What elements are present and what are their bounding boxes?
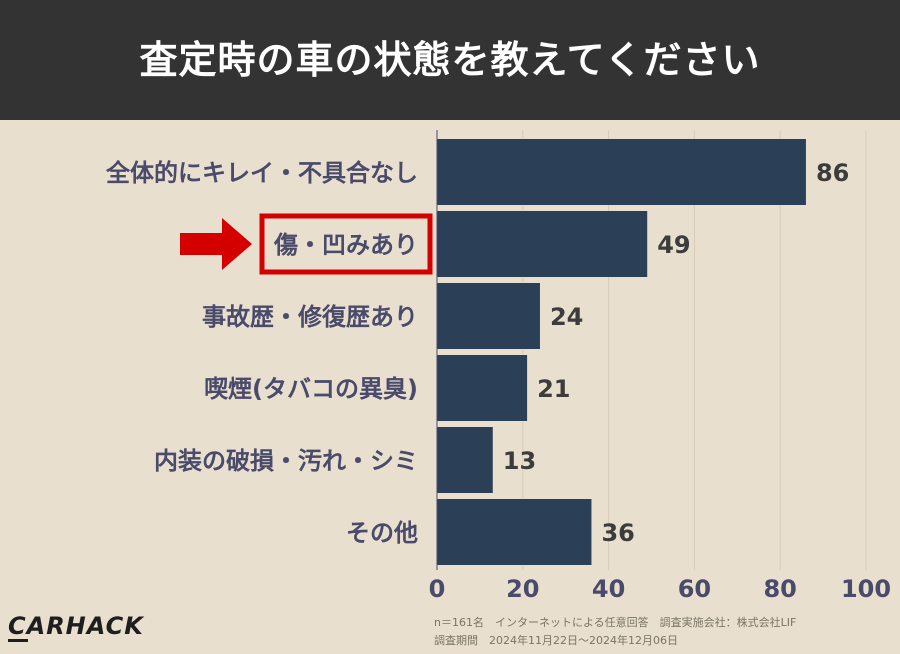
- data-label: 24: [550, 303, 583, 331]
- bar: [437, 139, 806, 205]
- category-label: 傷・凹みあり: [273, 231, 418, 259]
- category-label: 内装の破損・汚れ・シミ: [154, 447, 418, 475]
- data-label: 13: [503, 447, 536, 475]
- category-label: 事故歴・修復歴あり: [202, 303, 418, 331]
- x-tick-label: 20: [506, 575, 539, 603]
- bar: [437, 211, 648, 277]
- data-label: 36: [601, 519, 634, 547]
- x-tick-label: 0: [429, 575, 446, 603]
- header-bar: [0, 0, 900, 120]
- x-tick-label: 80: [763, 575, 796, 603]
- page-title: 査定時の車の状態を教えてください: [139, 38, 761, 82]
- category-label: 全体的にキレイ・不具合なし: [105, 159, 418, 187]
- source-note: n＝161名 インターネットによる任意回答 調査実施会社：株式会社LIF: [434, 616, 797, 629]
- x-tick-label: 40: [592, 575, 625, 603]
- category-label: 喫煙(タバコの異臭): [204, 375, 418, 403]
- right-arrow-icon: [180, 218, 252, 270]
- survey-period-note: 調査期間 2024年11月22日〜2024年12月06日: [434, 634, 678, 647]
- carhack-logo: CARHACK: [8, 612, 144, 640]
- bar: [437, 427, 493, 493]
- highlight-box: [259, 213, 433, 275]
- category-label: その他: [346, 519, 418, 547]
- bar: [437, 355, 528, 421]
- bar: [437, 283, 540, 349]
- bar: [437, 499, 592, 565]
- x-tick-label: 60: [678, 575, 711, 603]
- logo-underline: [8, 639, 28, 642]
- data-label: 49: [657, 231, 690, 259]
- x-tick-label: 100: [841, 575, 891, 603]
- data-label: 86: [816, 159, 849, 187]
- data-label: 21: [537, 375, 570, 403]
